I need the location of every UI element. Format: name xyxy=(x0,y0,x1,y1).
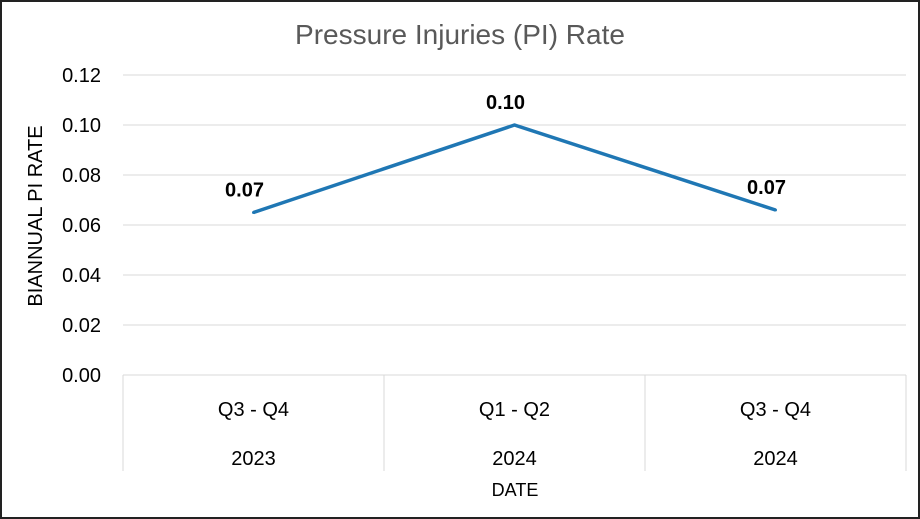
x-tick-period: Q1 - Q2 xyxy=(479,399,550,421)
x-tick-year: 2024 xyxy=(753,448,798,470)
data-point xyxy=(513,123,516,127)
y-tick-label: 0.00 xyxy=(62,365,101,387)
y-axis-ticks: 0.00 0.02 0.04 0.06 0.08 0.10 0.12 xyxy=(62,65,101,387)
x-tick-period: Q3 - Q4 xyxy=(218,399,289,421)
x-tick-year: 2023 xyxy=(231,448,276,470)
y-tick-label: 0.12 xyxy=(62,65,101,87)
data-label: 0.07 xyxy=(225,180,264,202)
y-tick-label: 0.08 xyxy=(62,165,101,187)
x-axis-categories: Q3 - Q4 2023 Q1 - Q2 2024 Q3 - Q4 2024 xyxy=(122,375,907,471)
data-label: 0.07 xyxy=(747,177,786,199)
gridlines xyxy=(123,74,906,376)
y-tick-label: 0.06 xyxy=(62,215,101,237)
x-tick-year: 2024 xyxy=(492,448,537,470)
chart-title: Pressure Injuries (PI) Rate xyxy=(295,19,625,50)
series-layer: 0.07 0.10 0.07 xyxy=(225,92,786,215)
y-tick-label: 0.02 xyxy=(62,315,101,337)
series-line-0 xyxy=(252,123,777,215)
y-axis-label: BIANNUAL PI RATE xyxy=(25,125,47,306)
x-tick-period: Q3 - Q4 xyxy=(740,399,811,421)
y-tick-label: 0.04 xyxy=(62,265,101,287)
data-point xyxy=(252,211,255,214)
y-tick-label: 0.10 xyxy=(62,115,101,137)
data-label: 0.10 xyxy=(486,92,525,114)
x-axis-label: DATE xyxy=(492,480,539,500)
data-point xyxy=(774,208,777,212)
